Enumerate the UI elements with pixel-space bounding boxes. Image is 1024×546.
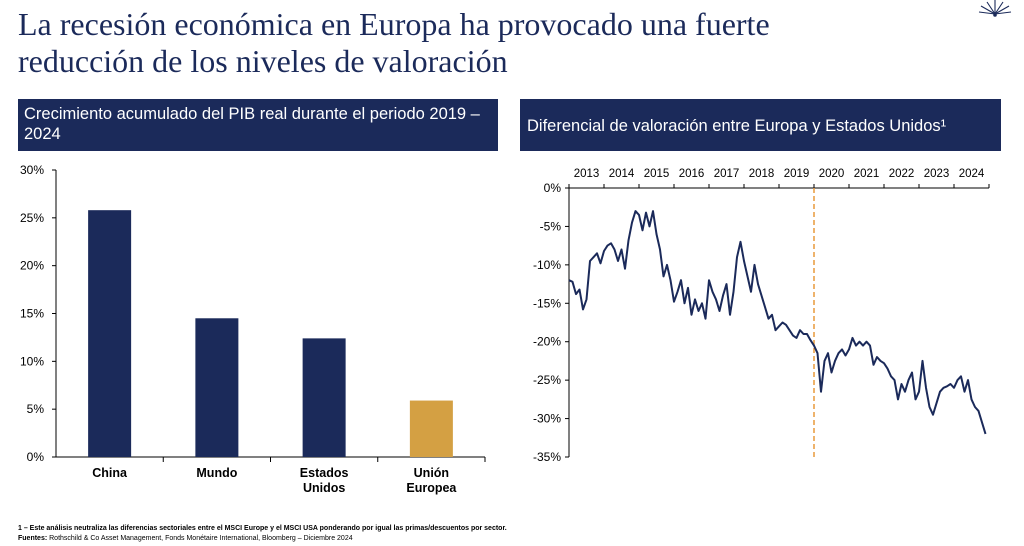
footnote: 1 – Este análisis neutraliza las diferen… — [18, 525, 507, 532]
category-label: Europea — [406, 481, 457, 495]
logo-icon — [978, 0, 1012, 17]
x-tick-label: 2024 — [959, 168, 985, 180]
x-tick-label: 2021 — [854, 168, 880, 180]
y-tick-label: 25% — [20, 211, 44, 225]
category-label: Estados — [300, 466, 349, 480]
sources-text: Rothschild & Co Asset Management, Fonds … — [47, 535, 353, 542]
y-tick-label: -20% — [533, 335, 561, 349]
bar — [302, 338, 346, 457]
y-tick-label: 10% — [20, 354, 44, 368]
y-tick-label: 30% — [20, 163, 44, 177]
y-tick-label: -35% — [533, 450, 561, 464]
y-tick-label: -15% — [533, 296, 561, 310]
x-tick-label: 2019 — [784, 168, 810, 180]
y-tick-label: -10% — [533, 258, 561, 272]
y-tick-label: 20% — [20, 259, 44, 273]
y-tick-label: 5% — [27, 402, 45, 416]
x-tick-label: 2013 — [574, 168, 600, 180]
y-tick-label: -5% — [540, 219, 562, 233]
y-tick-label: -30% — [533, 412, 561, 426]
sources-label: Fuentes: — [18, 535, 48, 542]
x-tick-label: 2016 — [679, 168, 705, 180]
category-label: Unidos — [303, 481, 345, 495]
x-tick-label: 2020 — [819, 168, 845, 180]
x-tick-label: 2014 — [609, 168, 635, 180]
category-label: Unión — [414, 466, 449, 480]
line-chart-title: Diferencial de valoración entre Europa y… — [520, 99, 1001, 151]
series-line — [568, 210, 987, 435]
x-tick-label: 2017 — [714, 168, 740, 180]
y-tick-label: 15% — [20, 307, 44, 321]
y-tick-label: 0% — [27, 450, 45, 464]
bar — [409, 400, 453, 457]
x-tick-label: 2022 — [889, 168, 915, 180]
category-label: China — [92, 466, 128, 480]
bar-chart-title: Crecimiento acumulado del PIB real duran… — [18, 99, 498, 151]
x-tick-label: 2023 — [924, 168, 950, 180]
bar — [88, 210, 132, 457]
y-tick-label: 0% — [544, 181, 562, 195]
slide-title: La recesión económica en Europa ha provo… — [18, 6, 770, 79]
bar-chart-title-text: Crecimiento acumulado del PIB real duran… — [24, 105, 480, 143]
sources-note: Fuentes: Rothschild & Co Asset Managemen… — [18, 534, 353, 543]
x-tick-label: 2015 — [644, 168, 670, 180]
bar — [195, 318, 239, 457]
x-tick-label: 2018 — [749, 168, 775, 180]
line-chart-title-text: Diferencial de valoración entre Europa y… — [527, 117, 947, 135]
y-tick-label: -25% — [533, 373, 561, 387]
category-label: Mundo — [196, 466, 237, 480]
